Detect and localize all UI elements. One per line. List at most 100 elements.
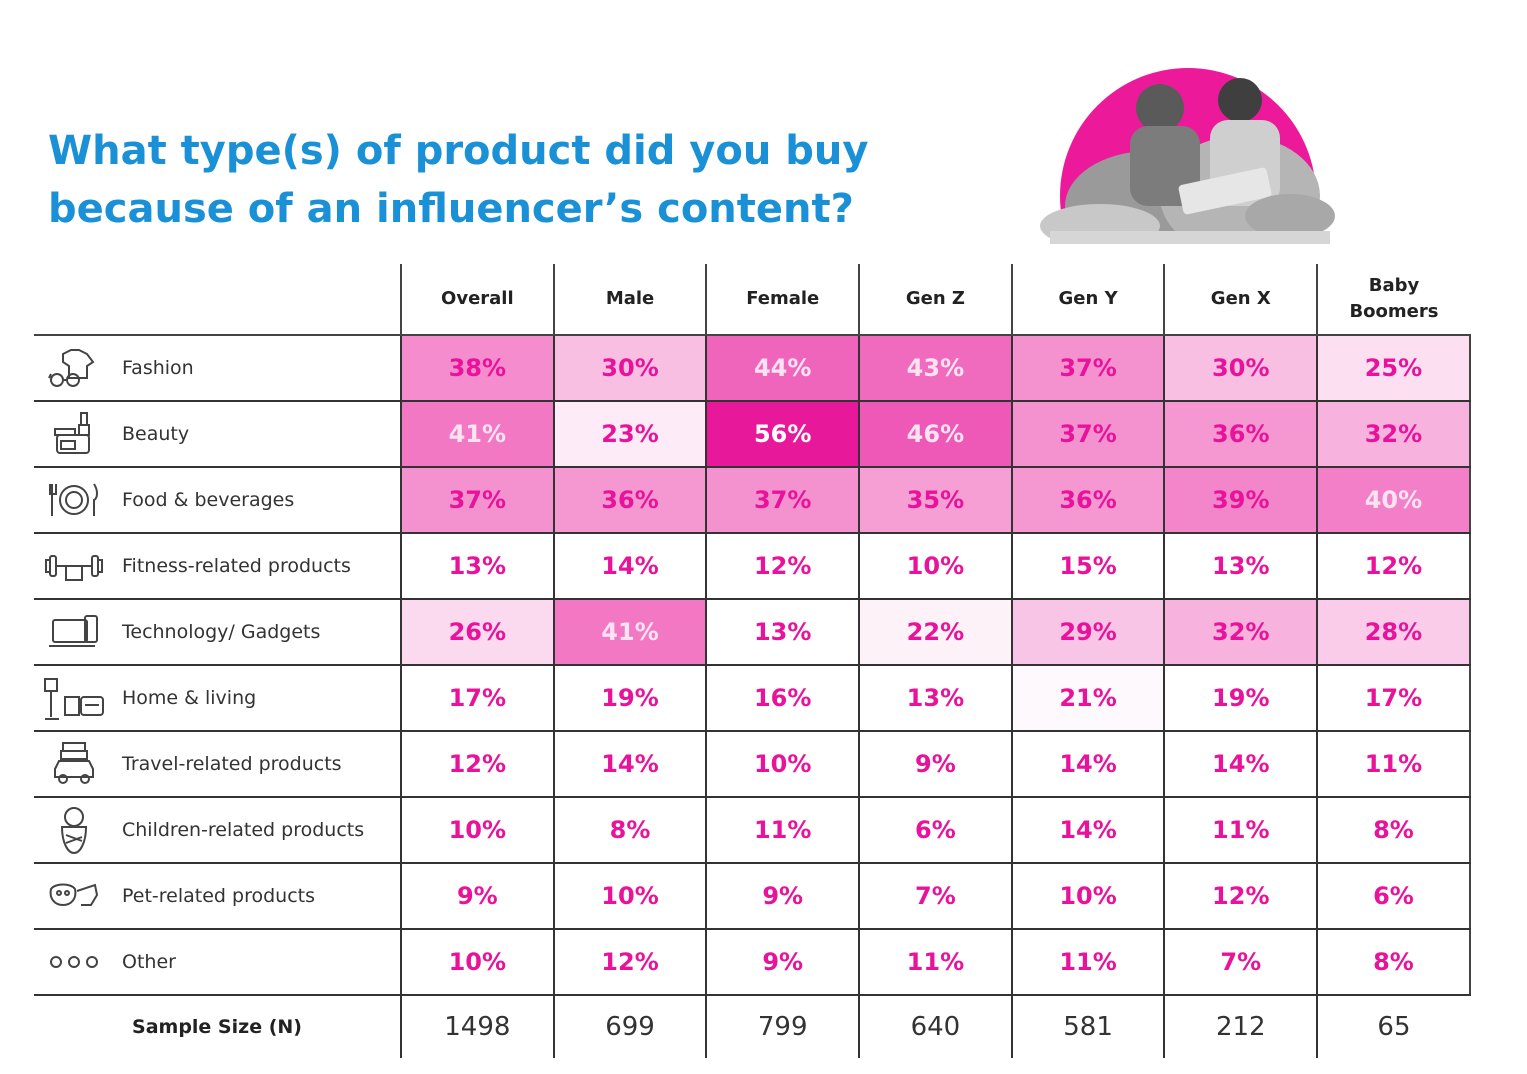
cell-fitness-related-products-gen-x: 13% [1163,533,1318,600]
cell-beauty-gen-x: 36% [1163,401,1318,468]
cell-fashion-gen-y: 37% [1010,334,1165,402]
ellipsis-icon [34,929,114,996]
cell-fashion-male: 30% [552,334,707,402]
col-header-female: Female [705,264,860,335]
cell-other-baby-boomers: 8% [1316,929,1471,996]
cell-pet-related-products-overall: 9% [400,863,554,930]
cell-home-living-baby-boomers: 17% [1316,665,1471,732]
cell-children-related-products-gen-y: 14% [1010,797,1165,864]
car-luggage-icon [34,731,114,798]
cell-fitness-related-products-overall: 13% [400,533,554,600]
cell-food-beverages-gen-z: 35% [858,467,1012,534]
cell-food-beverages-baby-boomers: 40% [1316,467,1471,534]
cell-technology-gadgets-overall: 26% [400,599,554,666]
row-label-fitness-related-products: Fitness-related products [114,533,401,600]
row-label-beauty: Beauty [114,401,401,468]
cell-food-beverages-gen-y: 36% [1010,467,1165,534]
cell-fashion-overall: 38% [400,334,554,402]
sample-size-female: 799 [705,995,860,1058]
cell-food-beverages-male: 36% [552,467,707,534]
cell-fashion-gen-z: 43% [858,334,1012,402]
cell-travel-related-products-gen-z: 9% [858,731,1012,798]
cell-beauty-overall: 41% [400,401,554,468]
pet-icon [34,863,114,930]
cell-fitness-related-products-gen-z: 10% [858,533,1012,600]
row-label-home-living: Home & living [114,665,401,732]
table-row: Other 10% 12% 9% 11% 11% 7% 8% [34,929,1471,996]
sample-size-male: 699 [552,995,707,1058]
cell-home-living-gen-y: 21% [1010,665,1165,732]
cell-beauty-baby-boomers: 32% [1316,401,1471,468]
cell-pet-related-products-gen-y: 10% [1010,863,1165,930]
cell-other-overall: 10% [400,929,554,996]
row-label-technology-gadgets: Technology/ Gadgets [114,599,401,666]
cell-technology-gadgets-baby-boomers: 28% [1316,599,1471,666]
cosmetics-icon [34,401,114,468]
plate-cutlery-icon [34,467,114,534]
cell-other-gen-x: 7% [1163,929,1318,996]
cell-fitness-related-products-baby-boomers: 12% [1316,533,1471,600]
cell-children-related-products-male: 8% [552,797,707,864]
tshirt-glasses-icon [34,334,114,402]
table-row: Children-related products 10% 8% 11% 6% 14% 11… [34,797,1471,864]
cell-beauty-male: 23% [552,401,707,468]
cell-home-living-gen-x: 19% [1163,665,1318,732]
cell-travel-related-products-female: 10% [705,731,860,798]
cell-beauty-gen-z: 46% [858,401,1012,468]
cell-home-living-gen-z: 13% [858,665,1012,732]
sample-size-overall: 1498 [400,995,554,1058]
cell-other-gen-z: 11% [858,929,1012,996]
sample-size-gen-x: 212 [1163,995,1318,1058]
cell-beauty-female: 56% [705,401,860,468]
couple-photo [1030,66,1340,246]
laptop-phone-icon [34,599,114,666]
col-header-gen-z: Gen Z [858,264,1012,335]
cell-other-female: 9% [705,929,860,996]
col-header-gen-y: Gen Y [1010,264,1165,335]
cell-home-living-male: 19% [552,665,707,732]
cell-technology-gadgets-gen-z: 22% [858,599,1012,666]
table-row: Food & beverages 37% 36% 37% 35% 36% 39% 40% [34,467,1471,534]
cell-travel-related-products-gen-x: 14% [1163,731,1318,798]
cell-other-male: 12% [552,929,707,996]
table-row: Fashion 38% 30% 44% 43% 37% 30% 25% [34,334,1471,402]
cell-travel-related-products-overall: 12% [400,731,554,798]
cell-technology-gadgets-gen-y: 29% [1010,599,1165,666]
sample-size-gen-z: 640 [858,995,1012,1058]
cell-pet-related-products-male: 10% [552,863,707,930]
cell-travel-related-products-male: 14% [552,731,707,798]
header-row: Overall Male Female Gen Z Gen Y Gen X Ba… [34,264,1470,335]
cell-fashion-gen-x: 30% [1163,334,1318,402]
cell-home-living-overall: 17% [400,665,554,732]
cell-other-gen-y: 11% [1010,929,1165,996]
sample-size-label: Sample Size (N) [132,1016,302,1038]
page-title: What type(s) of product did you buy beca… [48,128,869,232]
table-row: Home & living 17% 19% 16% 13% 21% 19% 17% [34,665,1471,732]
cell-children-related-products-baby-boomers: 8% [1316,797,1471,864]
table-row: Travel-related products 12% 14% 10% 9% 14% 14%… [34,731,1471,798]
cell-travel-related-products-gen-y: 14% [1010,731,1165,798]
row-label-children-related-products: Children-related products [114,797,401,864]
lamp-sofa-icon [34,665,114,732]
cell-children-related-products-gen-x: 11% [1163,797,1318,864]
cell-food-beverages-female: 37% [705,467,860,534]
table-row: Technology/ Gadgets 26% 41% 13% 22% 29% 32% 28% [34,599,1471,666]
cell-travel-related-products-baby-boomers: 11% [1316,731,1471,798]
col-header-overall: Overall [400,264,554,335]
col-header-male: Male [552,264,707,335]
cell-technology-gadgets-female: 13% [705,599,860,666]
cell-fitness-related-products-female: 12% [705,533,860,600]
row-label-fashion: Fashion [114,334,401,402]
cell-food-beverages-overall: 37% [400,467,554,534]
cell-children-related-products-female: 11% [705,797,860,864]
col-header-baby-boomers: Baby Boomers [1316,264,1470,335]
table-row: Fitness-related products 13% 14% 12% 10% 15% 1… [34,533,1471,600]
cell-home-living-female: 16% [705,665,860,732]
cell-fitness-related-products-gen-y: 15% [1010,533,1165,600]
table-row: Pet-related products 9% 10% 9% 7% 10% 12% 6% [34,863,1471,930]
cell-pet-related-products-female: 9% [705,863,860,930]
row-label-other: Other [114,929,401,996]
cell-fashion-female: 44% [705,334,860,402]
col-header-gen-x: Gen X [1163,264,1318,335]
sample-size-gen-y: 581 [1010,995,1165,1058]
